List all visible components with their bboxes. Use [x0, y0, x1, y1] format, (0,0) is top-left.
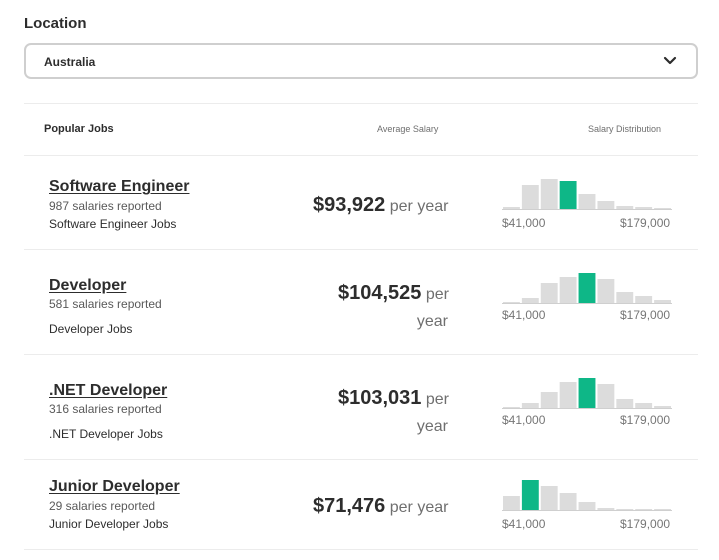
job-title-link[interactable]: .NET Developer: [49, 382, 168, 399]
histogram-bar: [616, 206, 634, 209]
histogram-bar: [559, 382, 577, 408]
salary-histogram: [503, 179, 671, 209]
histogram-bar: [597, 279, 615, 303]
histogram-bar: [540, 486, 558, 510]
histogram-bar: [578, 194, 596, 209]
salary-histogram: [503, 273, 671, 303]
histogram-bar: [616, 399, 634, 408]
average-salary: $104,525 per year: [338, 282, 449, 331]
histogram-bar: [521, 403, 539, 408]
header-popular-jobs: Popular Jobs: [44, 123, 114, 135]
jobs-link[interactable]: Junior Developer Jobs: [49, 517, 169, 531]
job-title-link[interactable]: Software Engineer: [49, 178, 190, 195]
histogram-bar: [503, 407, 520, 408]
divider: [24, 549, 698, 550]
histogram-bar: [654, 300, 671, 303]
salary-min: $41,000: [502, 517, 546, 531]
salary-table: Popular Jobs Average Salary Salary Distr…: [24, 103, 698, 550]
average-salary: $71,476 per year: [313, 495, 448, 518]
average-salary: $103,031 per year: [338, 387, 449, 436]
histogram-bar: [540, 392, 558, 408]
divider: [24, 249, 698, 250]
salary-amount: $103,031: [338, 387, 422, 409]
divider: [24, 155, 698, 156]
histogram-bar-current: [578, 273, 596, 303]
histogram-bar: [635, 403, 653, 408]
salary-unit-per: per: [425, 286, 449, 303]
salary-unit-year: year: [416, 313, 448, 330]
table-row: Junior Developer 29 salaries reported Ju…: [24, 460, 698, 550]
histogram-bar: [616, 292, 634, 303]
salary-min: $41,000: [502, 308, 546, 322]
salaries-reported: 316 salaries reported: [49, 402, 162, 416]
histogram-bar: [654, 509, 671, 510]
histogram-baseline: [502, 510, 672, 511]
table-row: .NET Developer 316 salaries reported .NE…: [24, 355, 698, 460]
histogram-bar: [597, 201, 615, 209]
histogram-bar-current: [578, 378, 596, 408]
salary-max: $179,000: [620, 517, 671, 531]
histogram-baseline: [502, 209, 672, 210]
header-salary-distribution: Salary Distribution: [588, 124, 662, 134]
salary-max: $179,000: [620, 413, 671, 427]
histogram-bar: [654, 406, 671, 408]
histogram-bar: [654, 208, 671, 209]
histogram-baseline: [502, 303, 672, 304]
salary-unit: per year: [389, 198, 449, 215]
histogram-bar: [503, 207, 520, 209]
histogram-baseline: [502, 408, 672, 409]
header-average-salary: Average Salary: [377, 124, 439, 134]
salary-unit-year: year: [416, 418, 448, 435]
salaries-reported: 581 salaries reported: [49, 297, 162, 311]
histogram-bar: [578, 502, 596, 510]
location-select[interactable]: Australia: [24, 43, 698, 79]
histogram-bar: [616, 509, 634, 510]
jobs-link[interactable]: Software Engineer Jobs: [49, 217, 177, 231]
location-label: Location: [24, 15, 87, 32]
salary-amount: $71,476: [313, 495, 386, 517]
histogram-bar: [503, 496, 520, 510]
salary-amount: $93,922: [313, 194, 386, 216]
divider: [24, 354, 698, 355]
salary-unit-per: per: [425, 391, 449, 408]
salary-histogram: [503, 378, 671, 408]
salaries-reported: 29 salaries reported: [49, 499, 156, 513]
salary-min: $41,000: [502, 216, 546, 230]
chevron-down-icon: [663, 56, 677, 65]
average-salary: $93,922 per year: [313, 194, 448, 217]
location-select-value: Australia: [44, 55, 96, 69]
histogram-bar: [597, 384, 615, 408]
jobs-link[interactable]: .NET Developer Jobs: [49, 427, 163, 441]
salary-min: $41,000: [502, 413, 546, 427]
table-row: Developer 581 salaries reported Develope…: [24, 250, 698, 355]
salary-max: $179,000: [620, 308, 671, 322]
salary-histogram: [503, 480, 671, 510]
histogram-bar: [635, 296, 653, 303]
histogram-bar: [597, 508, 615, 510]
salary-max: $179,000: [620, 216, 671, 230]
histogram-bar: [503, 302, 520, 303]
histogram-bar: [635, 207, 653, 209]
jobs-link[interactable]: Developer Jobs: [49, 322, 133, 336]
histogram-bar: [521, 298, 539, 303]
histogram-bar-current: [559, 181, 577, 209]
histogram-bar: [540, 179, 558, 209]
histogram-bar: [559, 493, 577, 510]
histogram-bar-current: [521, 480, 539, 510]
salary-unit: per year: [389, 499, 449, 516]
job-title-link[interactable]: Developer: [49, 277, 127, 294]
histogram-bar: [559, 277, 577, 303]
divider: [24, 459, 698, 460]
salaries-reported: 987 salaries reported: [49, 199, 162, 213]
table-row: Software Engineer 987 salaries reported …: [24, 156, 698, 250]
salary-amount: $104,525: [338, 282, 422, 304]
job-title-link[interactable]: Junior Developer: [49, 478, 180, 495]
histogram-bar: [540, 283, 558, 303]
histogram-bar: [635, 509, 653, 510]
divider: [24, 103, 698, 104]
histogram-bar: [521, 185, 539, 209]
